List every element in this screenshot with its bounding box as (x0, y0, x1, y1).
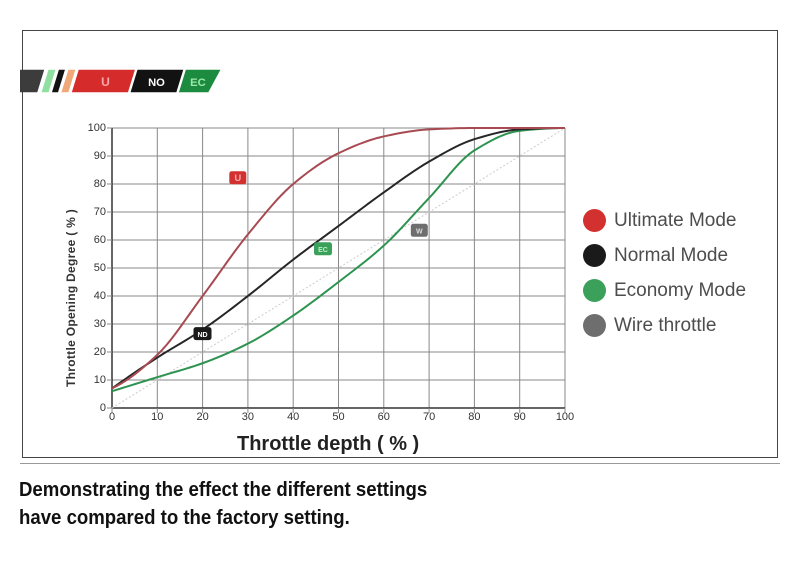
svg-text:0: 0 (109, 411, 115, 423)
svg-text:80: 80 (468, 411, 480, 423)
svg-text:80: 80 (94, 178, 106, 190)
svg-text:40: 40 (287, 411, 299, 423)
svg-text:0: 0 (100, 402, 106, 414)
svg-text:NO: NO (148, 77, 165, 89)
svg-text:70: 70 (423, 411, 435, 423)
svg-text:U: U (234, 173, 241, 184)
svg-text:EC: EC (190, 77, 206, 89)
svg-text:90: 90 (94, 150, 106, 162)
svg-text:10: 10 (151, 411, 163, 423)
svg-text:40: 40 (94, 290, 106, 302)
svg-text:50: 50 (94, 262, 106, 274)
svg-text:20: 20 (94, 346, 106, 358)
svg-text:60: 60 (378, 411, 390, 423)
svg-text:90: 90 (514, 411, 526, 423)
svg-text:100: 100 (556, 411, 574, 423)
svg-text:U: U (101, 75, 110, 89)
svg-text:30: 30 (94, 318, 106, 330)
svg-text:20: 20 (196, 411, 208, 423)
svg-text:30: 30 (242, 411, 254, 423)
svg-text:50: 50 (332, 411, 344, 423)
svg-text:ND: ND (197, 332, 207, 339)
svg-text:100: 100 (88, 122, 106, 134)
svg-text:W: W (416, 229, 423, 236)
svg-text:60: 60 (94, 234, 106, 246)
svg-text:70: 70 (94, 206, 106, 218)
svg-text:10: 10 (94, 374, 106, 386)
svg-text:EC: EC (318, 247, 328, 254)
